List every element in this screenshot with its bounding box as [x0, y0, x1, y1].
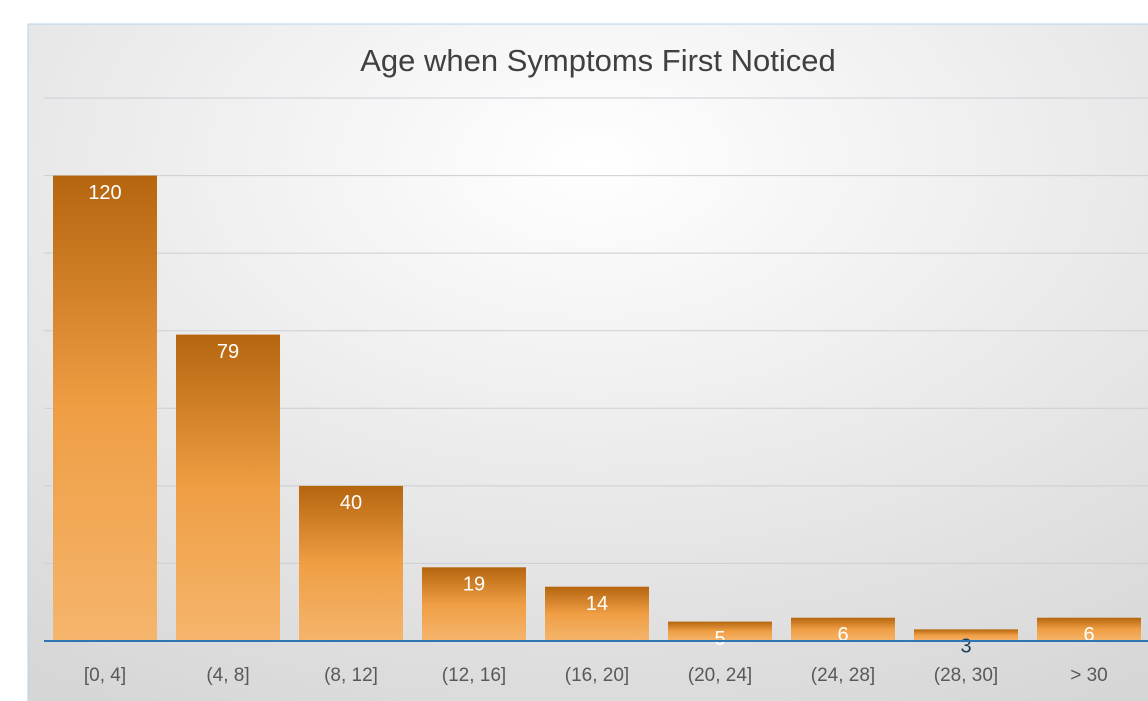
bar: [545, 586, 649, 641]
x-tick-label: > 30: [1070, 665, 1108, 686]
data-label: 14: [586, 593, 608, 615]
data-label: 79: [217, 341, 239, 363]
bar: [53, 175, 157, 642]
bar: [422, 567, 526, 641]
bar: [668, 621, 772, 641]
data-label: 19: [463, 574, 485, 596]
bar: [1037, 617, 1141, 641]
x-tick-label: (24, 28]: [811, 665, 875, 686]
x-tick-label: (8, 12]: [324, 665, 378, 686]
bar: [791, 617, 895, 641]
data-label: 6: [837, 624, 848, 646]
data-label: 3: [960, 636, 971, 658]
x-tick-label: [0, 4]: [84, 665, 126, 686]
x-tick-label: (12, 16]: [442, 665, 506, 686]
data-label: 6: [1083, 624, 1094, 646]
bar: [299, 485, 403, 641]
data-label: 40: [340, 492, 362, 514]
data-label: 120: [88, 182, 121, 204]
data-label: 5: [714, 628, 725, 650]
x-tick-label: (28, 30]: [934, 665, 998, 686]
bar: [914, 629, 1018, 641]
bar: [176, 334, 280, 641]
chart-title: Age when Symptoms First Noticed: [360, 43, 836, 78]
x-tick-label: (20, 24]: [688, 665, 752, 686]
x-tick-label: (16, 20]: [565, 665, 629, 686]
x-tick-label: (4, 8]: [206, 665, 249, 686]
